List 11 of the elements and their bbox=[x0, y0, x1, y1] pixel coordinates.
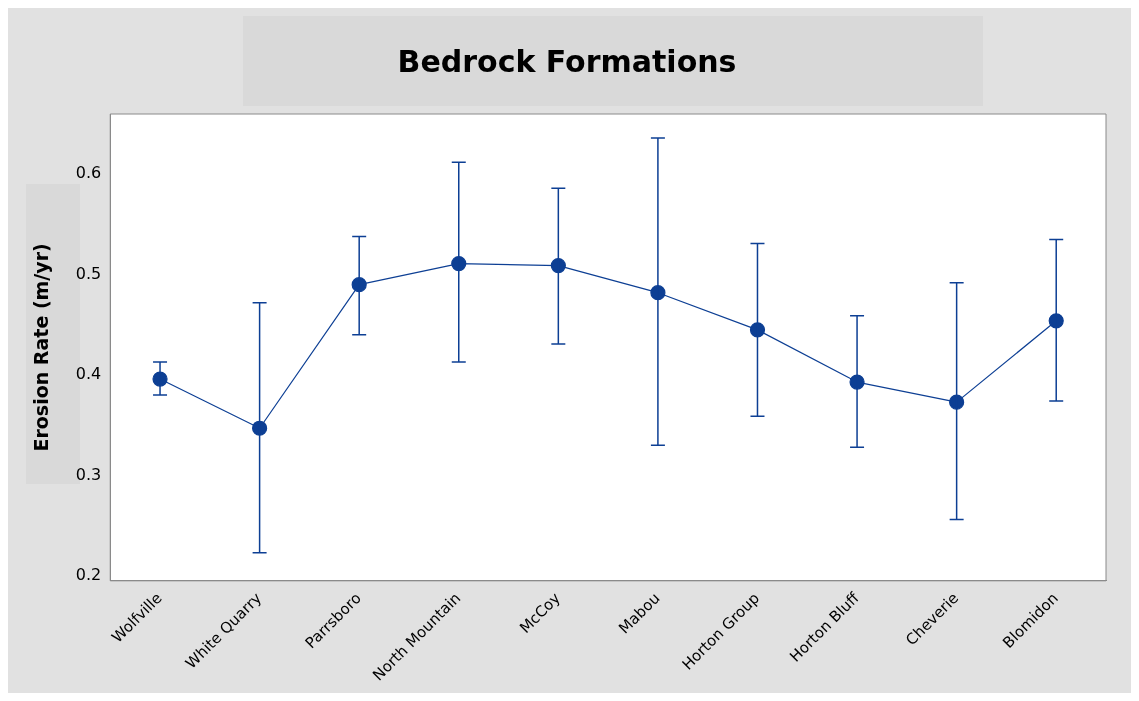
point bbox=[749, 322, 766, 338]
y-tick-label: 0.2 bbox=[75, 564, 102, 584]
y-tick-label: 0.4 bbox=[75, 364, 102, 384]
point bbox=[252, 420, 268, 436]
y-tick-label: 0.6 bbox=[75, 163, 102, 183]
y-tick-label: 0.5 bbox=[75, 263, 102, 283]
point bbox=[949, 394, 965, 410]
y-tick-label: 0.3 bbox=[75, 464, 102, 484]
chart-title: Bedrock Formations bbox=[397, 43, 737, 79]
point bbox=[550, 257, 566, 274]
y-axis-title: Erosion Rate (m/yr) bbox=[30, 243, 53, 452]
